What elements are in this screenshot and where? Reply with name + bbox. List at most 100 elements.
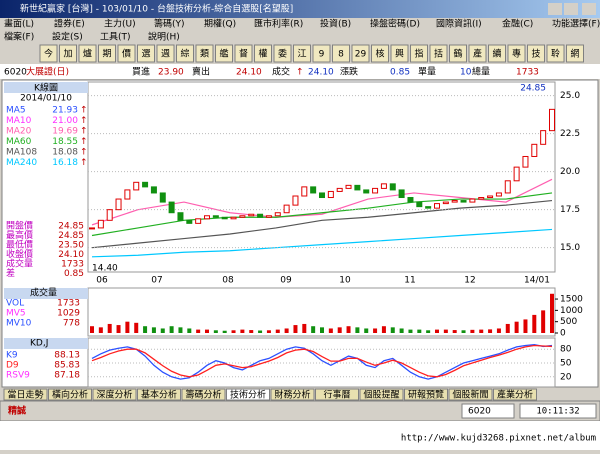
toolbar-button[interactable]	[39, 44, 58, 63]
tab-label[interactable]: 行事曆	[323, 389, 350, 401]
toolbar-button[interactable]	[176, 44, 194, 63]
candle	[460, 200, 467, 203]
menu-item[interactable]: 主力(U)	[104, 18, 136, 30]
toolbar-label[interactable]: 技	[531, 48, 540, 60]
toolbar-button[interactable]	[215, 44, 233, 63]
tab[interactable]	[3, 388, 48, 401]
toolbar-button[interactable]	[390, 44, 409, 63]
tab[interactable]	[359, 388, 404, 401]
toolbar-label[interactable]: 爐	[83, 48, 92, 60]
toolbar-button[interactable]	[410, 44, 428, 63]
toolbar-button[interactable]	[566, 44, 584, 63]
tab-label[interactable]: 個股新聞	[452, 389, 488, 401]
toolbar-button[interactable]	[546, 44, 565, 63]
toolbar-button[interactable]	[195, 44, 214, 63]
toolbar-label[interactable]: 艦	[219, 48, 228, 60]
toolbar-label[interactable]: 督	[239, 48, 248, 60]
tab[interactable]	[181, 388, 226, 401]
menu-item[interactable]: 籌碼(Y)	[154, 18, 185, 30]
tab-label[interactable]: 基本分析	[141, 389, 177, 401]
toolbar-button[interactable]	[98, 44, 116, 63]
toolbar-button[interactable]	[488, 44, 506, 63]
menu-item[interactable]: 國際資訊(I)	[436, 18, 482, 30]
menu-item[interactable]: 檔案(F)	[4, 31, 34, 43]
toolbar-label[interactable]: 括	[434, 48, 443, 60]
volume-bar	[222, 330, 227, 333]
toolbar-button[interactable]	[468, 44, 487, 63]
toolbar-button[interactable]	[429, 44, 448, 63]
menu-item[interactable]: 功能選擇(F)	[552, 18, 600, 30]
toolbar-label[interactable]: 委	[278, 48, 287, 60]
toolbar-label[interactable]: 類	[200, 49, 209, 60]
toolbar-label[interactable]: 價	[122, 49, 131, 60]
toolbar-label[interactable]: 29	[355, 50, 367, 60]
toolbar-label[interactable]: 週	[161, 49, 170, 60]
tab-label[interactable]: 個股提醒	[363, 389, 399, 401]
toolbar-button[interactable]	[273, 44, 292, 63]
toolbar-label[interactable]: 期	[102, 49, 111, 60]
menu-item[interactable]: 匯市利率(R)	[254, 18, 303, 30]
toolbar-button[interactable]	[78, 44, 97, 63]
toolbar-label[interactable]: 加	[63, 49, 72, 60]
toolbar-label[interactable]: 江	[297, 49, 306, 60]
toolbar-label[interactable]: 續	[492, 48, 501, 60]
toolbar-label[interactable]: 興	[395, 49, 404, 60]
toolbar-button[interactable]	[117, 44, 136, 63]
tab[interactable]	[48, 388, 92, 401]
maximize-button[interactable]	[564, 3, 578, 15]
tab-label[interactable]: 籌碼分析	[185, 389, 221, 401]
toolbar-button[interactable]	[254, 44, 272, 63]
tab[interactable]	[493, 388, 537, 401]
toolbar-button[interactable]	[332, 44, 350, 63]
menu-item[interactable]: 設定(S)	[52, 31, 83, 43]
tab-label[interactable]: 財務分析	[274, 389, 310, 401]
toolbar-button[interactable]	[59, 44, 77, 63]
tab-label[interactable]: 研報預覽	[408, 389, 444, 401]
tab[interactable]	[315, 388, 359, 401]
toolbar-label[interactable]: 今	[44, 48, 53, 60]
toolbar-button[interactable]	[234, 44, 253, 63]
toolbar-button[interactable]	[449, 44, 467, 63]
toolbar-label[interactable]: 8	[338, 50, 344, 60]
tab-label[interactable]: 技術分析	[230, 389, 266, 401]
toolbar-label[interactable]: 網	[570, 48, 579, 60]
toolbar-label[interactable]: 綜	[180, 48, 189, 60]
menu-item[interactable]: 操盤密碼(D)	[370, 18, 420, 30]
menu-item[interactable]: 金融(C)	[502, 18, 533, 30]
toolbar-button[interactable]	[351, 44, 370, 63]
menu-item[interactable]: 證券(E)	[54, 18, 85, 30]
menu-item[interactable]: 畫面(L)	[4, 18, 34, 30]
toolbar-label[interactable]: 指	[414, 48, 423, 60]
menu-item[interactable]: 投資(B)	[320, 18, 351, 30]
toolbar-label[interactable]: 鶴	[453, 48, 462, 60]
toolbar-label[interactable]: 核	[375, 48, 384, 60]
toolbar-button[interactable]	[137, 44, 155, 63]
tab[interactable]	[92, 388, 137, 401]
toolbar-button[interactable]	[293, 44, 311, 63]
menu-item[interactable]: 期權(Q)	[204, 18, 236, 30]
tab[interactable]	[226, 388, 270, 401]
toolbar-label[interactable]: 9	[319, 50, 325, 60]
toolbar-button[interactable]	[507, 44, 526, 63]
toolbar-label[interactable]: 聆	[551, 48, 560, 60]
toolbar-label[interactable]: 產	[473, 48, 482, 60]
tab-label[interactable]: 深度分析	[96, 389, 132, 401]
tab[interactable]	[270, 388, 315, 401]
tab[interactable]	[404, 388, 448, 401]
toolbar-label[interactable]: 專	[512, 48, 521, 60]
toolbar-label[interactable]: 權	[258, 48, 267, 60]
tab[interactable]	[137, 388, 181, 401]
toolbar-button[interactable]	[312, 44, 331, 63]
menu-item[interactable]: 工具(T)	[100, 32, 131, 43]
tab-label[interactable]: 橫向分析	[52, 389, 88, 401]
menu-item[interactable]: 說明(H)	[148, 31, 180, 43]
tab-label[interactable]: 當日走勢	[7, 389, 43, 401]
toolbar-button[interactable]	[156, 44, 175, 63]
tab-label[interactable]: 產業分析	[497, 389, 533, 401]
close-button[interactable]	[582, 3, 596, 15]
tab[interactable]	[448, 388, 493, 401]
minimize-button[interactable]	[548, 3, 562, 15]
toolbar-button[interactable]	[527, 44, 545, 63]
toolbar-button[interactable]	[371, 44, 389, 63]
toolbar-label[interactable]: 選	[141, 49, 150, 60]
